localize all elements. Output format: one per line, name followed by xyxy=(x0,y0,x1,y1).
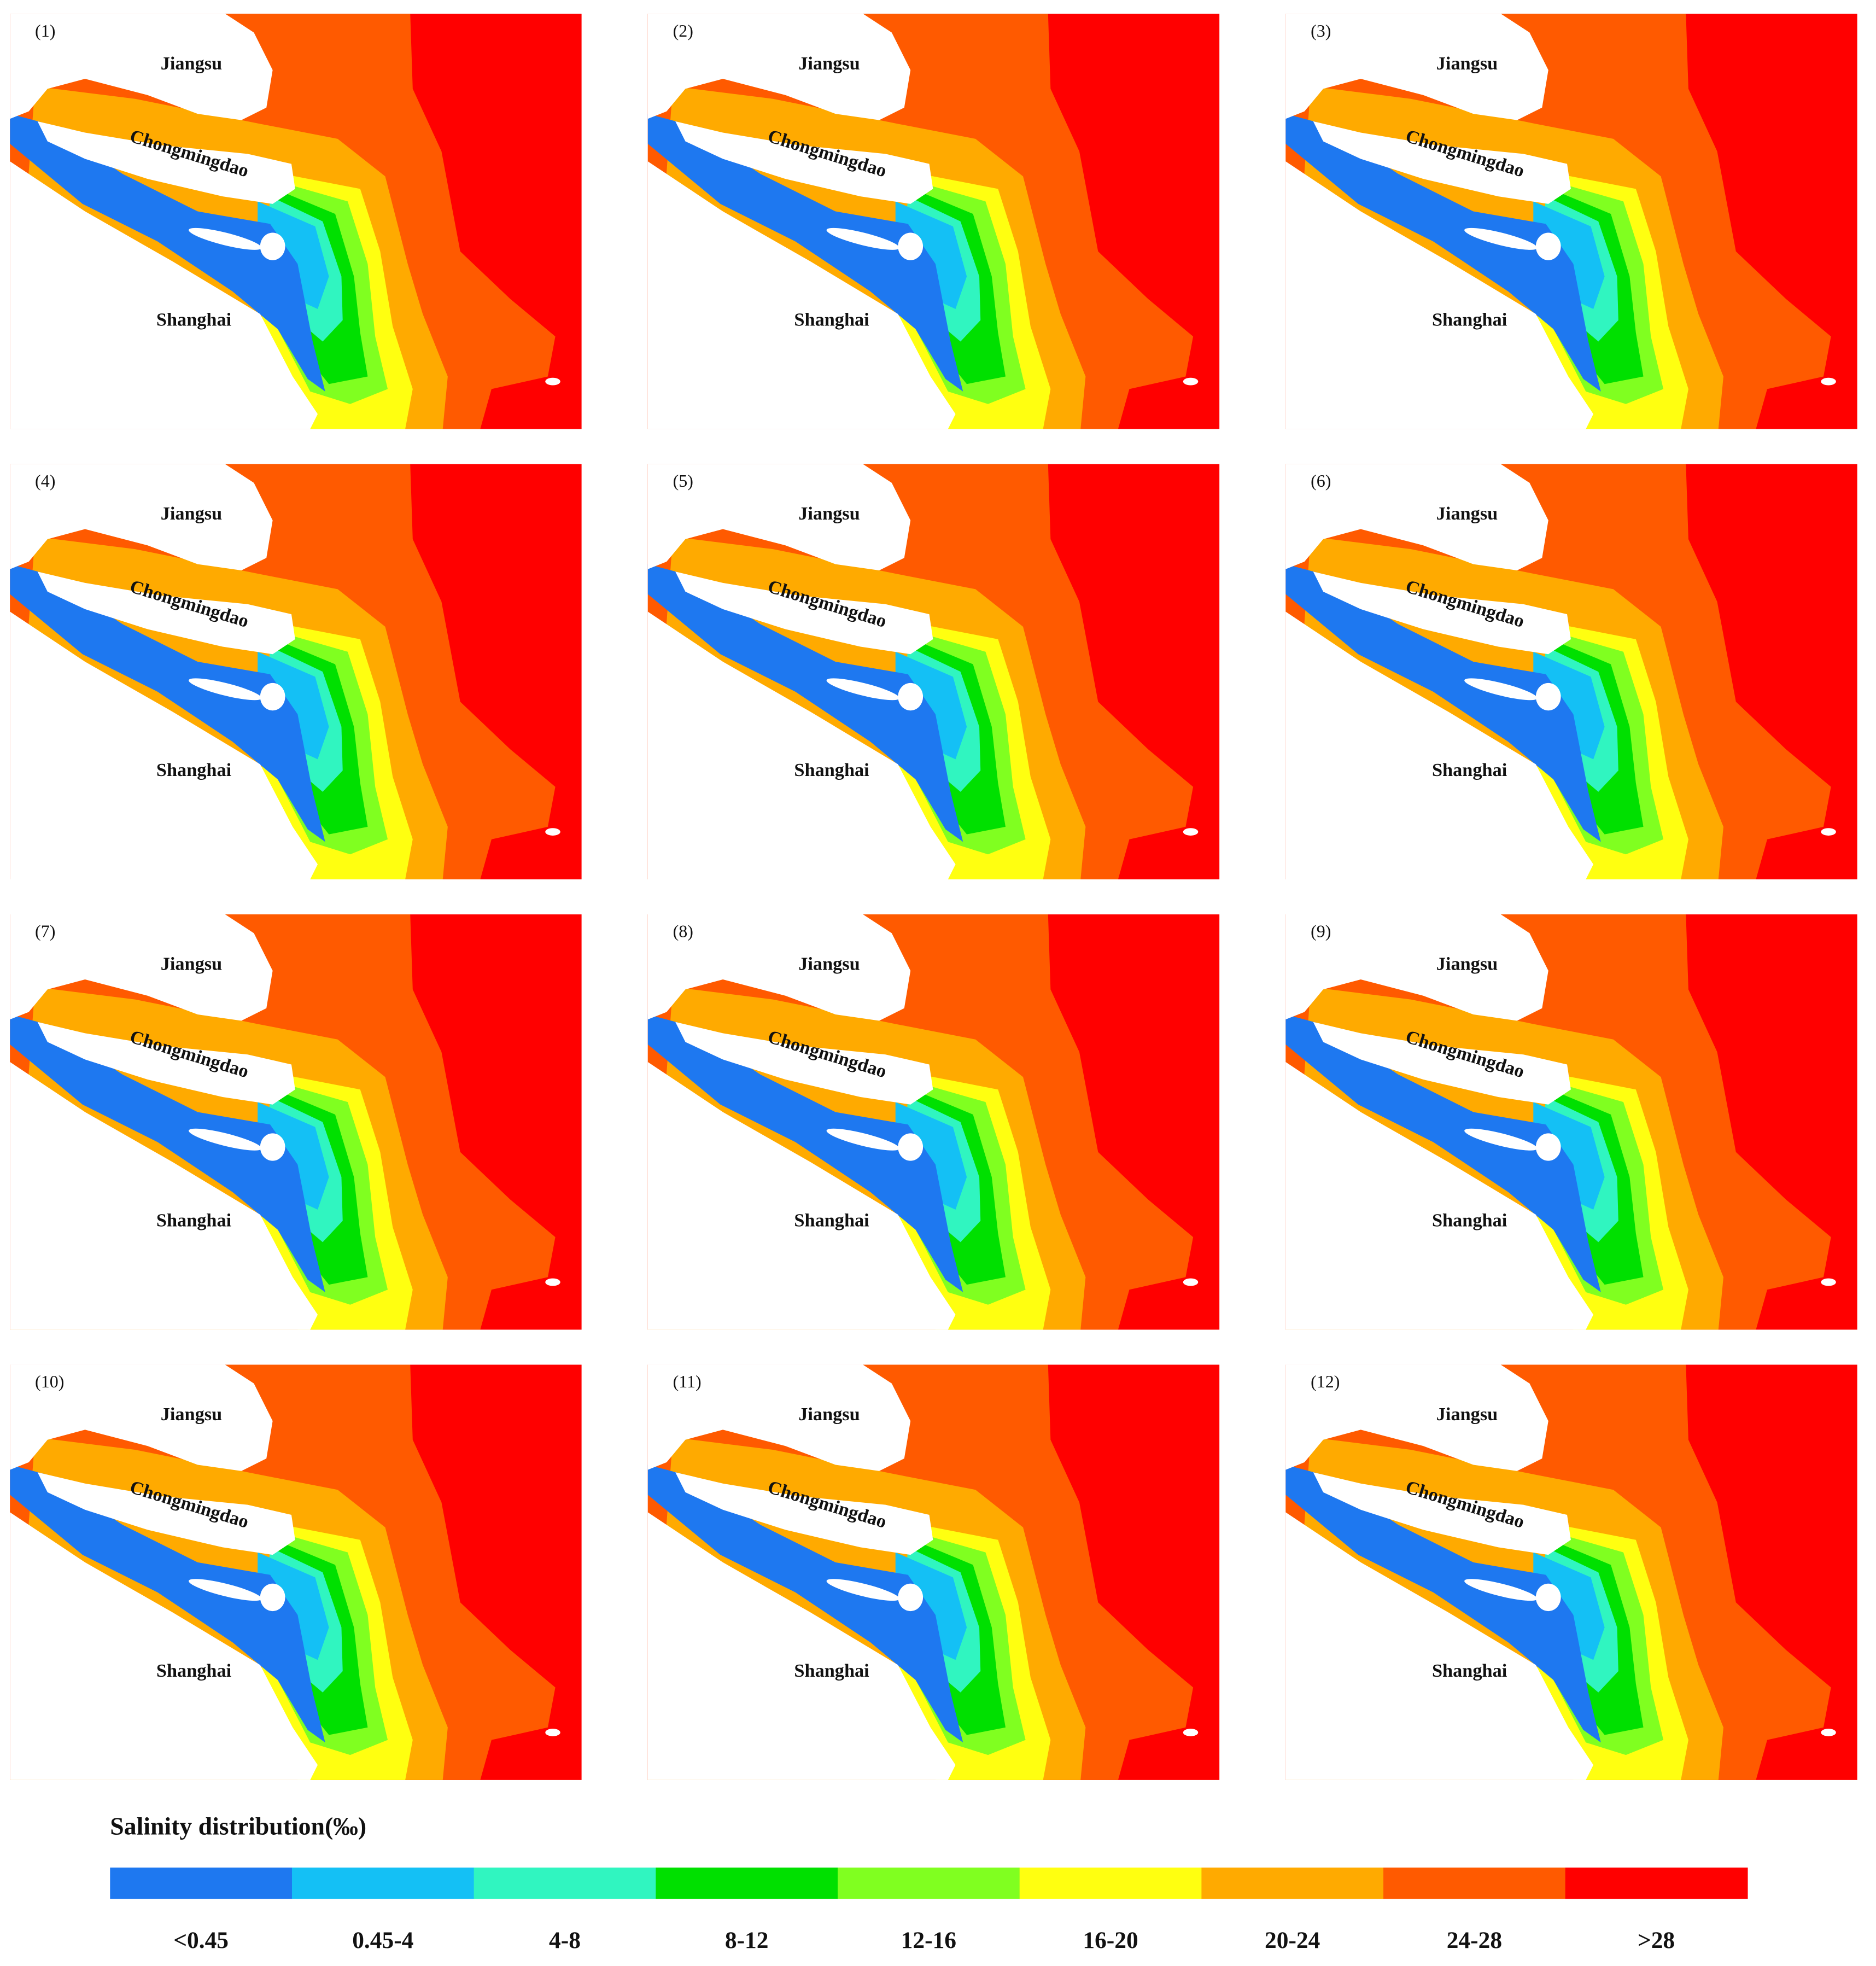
place-label: Shanghai xyxy=(156,1660,232,1681)
panel-label: (9) xyxy=(1311,921,1331,941)
salinity-map xyxy=(1285,464,1857,879)
place-label: Jiangsu xyxy=(1436,53,1498,74)
salinity-map xyxy=(10,1364,582,1780)
legend-swatch xyxy=(1201,1867,1384,1899)
panel-label: (8) xyxy=(673,921,693,941)
place-label: Shanghai xyxy=(156,310,232,330)
place-label: Jiangsu xyxy=(161,954,222,975)
place-label: Jiangsu xyxy=(161,1404,222,1425)
salinity-map xyxy=(647,14,1220,429)
place-label: Shanghai xyxy=(1432,310,1507,330)
salinity-map xyxy=(10,914,582,1330)
legend-title: Salinity distribution(‰) xyxy=(110,1812,366,1840)
place-label: Jiangsu xyxy=(161,53,222,74)
place-label: Shanghai xyxy=(1432,1660,1507,1681)
place-label: Jiangsu xyxy=(1436,954,1498,975)
panel-label: (11) xyxy=(673,1372,702,1391)
legend-label: 24-28 xyxy=(1447,1927,1502,1953)
salinity-map xyxy=(1285,14,1857,429)
legend-label: <0.45 xyxy=(173,1927,229,1953)
panel-label: (3) xyxy=(1311,21,1331,40)
legend-label: 20-24 xyxy=(1265,1927,1320,1953)
panel-label: (6) xyxy=(1311,471,1331,491)
panel-label: (2) xyxy=(673,21,693,40)
place-label: Jiangsu xyxy=(798,503,860,524)
salinity-map xyxy=(647,1364,1220,1780)
place-label: Shanghai xyxy=(794,310,869,330)
legend-swatch xyxy=(656,1867,839,1899)
legend-label: 8-12 xyxy=(725,1927,769,1953)
legend-swatch xyxy=(838,1867,1020,1899)
salinity-map xyxy=(10,14,582,429)
place-label: Jiangsu xyxy=(798,954,860,975)
place-label: Jiangsu xyxy=(798,1404,860,1425)
salinity-map xyxy=(1285,1364,1857,1780)
panel-label: (1) xyxy=(35,21,55,40)
place-label: Shanghai xyxy=(1432,1210,1507,1231)
panel-label: (7) xyxy=(35,921,55,941)
salinity-map xyxy=(1285,914,1857,1330)
place-label: Shanghai xyxy=(156,760,232,780)
salinity-map xyxy=(647,914,1220,1330)
place-label: Jiangsu xyxy=(161,503,222,524)
legend-label: 16-20 xyxy=(1083,1927,1138,1953)
legend-label: 4-8 xyxy=(549,1927,581,1953)
legend-swatch xyxy=(474,1867,657,1899)
legend-swatch xyxy=(1383,1867,1566,1899)
panel-label: (4) xyxy=(35,471,55,491)
legend-swatch xyxy=(1565,1867,1748,1899)
place-label: Shanghai xyxy=(794,1660,869,1681)
place-label: Shanghai xyxy=(1432,760,1507,780)
salinity-map xyxy=(647,464,1220,879)
place-label: Jiangsu xyxy=(798,53,860,74)
legend-label: 0.45-4 xyxy=(352,1927,413,1953)
place-label: Shanghai xyxy=(794,760,869,780)
panel-label: (5) xyxy=(673,471,693,491)
place-label: Jiangsu xyxy=(1436,1404,1498,1425)
place-label: Shanghai xyxy=(794,1210,869,1231)
salinity-map xyxy=(10,464,582,879)
legend-label: 12-16 xyxy=(901,1927,956,1953)
panel-label: (10) xyxy=(35,1372,64,1391)
panel-label: (12) xyxy=(1311,1372,1340,1391)
legend-swatch xyxy=(291,1867,475,1899)
legend-label: >28 xyxy=(1638,1927,1675,1953)
place-label: Jiangsu xyxy=(1436,503,1498,524)
legend-swatch xyxy=(1019,1867,1202,1899)
place-label: Shanghai xyxy=(156,1210,232,1231)
legend-swatch xyxy=(110,1867,293,1899)
